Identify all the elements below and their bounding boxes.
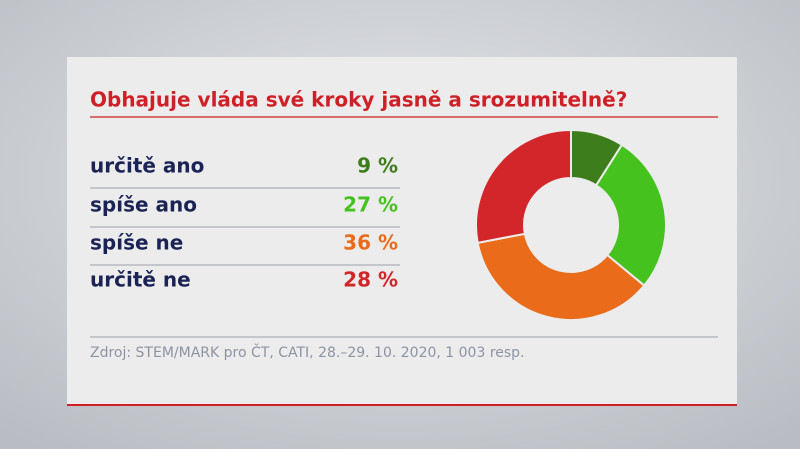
legend-label: určitě ne bbox=[90, 268, 191, 292]
legend-label: spíše ne bbox=[90, 231, 183, 255]
donut-slice bbox=[476, 232, 646, 321]
value-label: 27 % bbox=[343, 193, 398, 217]
donut-slice bbox=[594, 143, 667, 287]
value-label: 9 % bbox=[357, 154, 398, 178]
chart-title: Obhajuje vláda své kroky jasně a srozumi… bbox=[90, 88, 627, 112]
legend-label: určitě ano bbox=[90, 154, 204, 178]
value-label: 36 % bbox=[343, 231, 398, 255]
donut-slice bbox=[475, 128, 572, 244]
source: Zdroj: STEM/MARK pro ČT, CATI, 28.–29. 1… bbox=[90, 343, 525, 361]
legend-label: spíše ano bbox=[90, 193, 197, 217]
value-label: 28 % bbox=[343, 268, 398, 292]
